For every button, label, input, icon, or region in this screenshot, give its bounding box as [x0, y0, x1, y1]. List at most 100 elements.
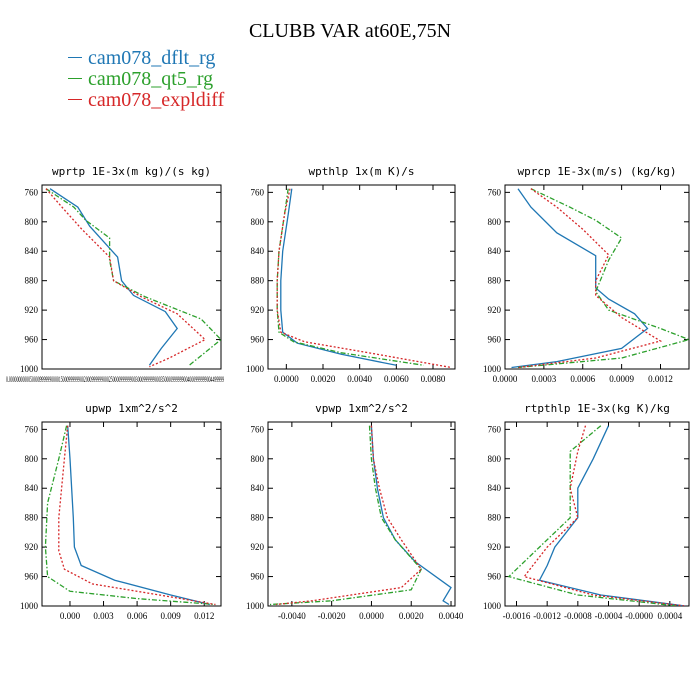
- y-tick-label: 960: [488, 335, 502, 345]
- y-tick-label: 800: [488, 217, 502, 227]
- series-line-cam078_dflt_rg: [538, 425, 686, 606]
- series-line-cam078_qt5_rg: [45, 188, 221, 366]
- x-tick-label: 0.0012: [648, 374, 673, 384]
- subplot: wprcp 1E-3x(m/s) (kg/kg) 760 800 840 880 920 9…: [483, 165, 690, 384]
- plot-frame: [41, 421, 222, 607]
- x-tick-label: 0.0004: [657, 611, 682, 621]
- x-tick-label: 0.0080: [421, 374, 446, 384]
- y-tick-label: 1000: [246, 601, 265, 611]
- plot-frame: [504, 421, 690, 607]
- y-tick-label: 960: [488, 572, 502, 582]
- y-tick-label: 1000: [20, 601, 39, 611]
- legend-label: cam078_dflt_rg: [88, 47, 216, 69]
- subplot: wpthlp 1x(m K)/s 760 800 840 880 920 960 1000 0.…: [246, 165, 456, 384]
- y-tick-label: 840: [25, 246, 39, 256]
- y-tick-label: 840: [488, 483, 502, 493]
- subplot: rtpthlp 1E-3x(kg K)/kg 760 800 840 880 920 960…: [483, 402, 690, 621]
- y-tick-label: 920: [251, 305, 265, 315]
- series-line-cam078_expldiff: [523, 425, 686, 606]
- x-tick-label: 0.0000: [493, 374, 518, 384]
- legend-line-icon: [68, 98, 82, 100]
- x-tick-label: -0.0040: [278, 611, 306, 621]
- y-tick-label: 960: [251, 335, 265, 345]
- legend-label: cam078_expldiff: [88, 89, 225, 111]
- y-tick-label: 760: [25, 187, 39, 197]
- y-tick-label: 880: [488, 276, 502, 286]
- series-line-cam078_expldiff: [45, 188, 207, 368]
- x-tick-label: 0.006: [127, 611, 148, 621]
- y-tick-label: 1000: [483, 364, 502, 374]
- x-tick-labels-overlapping: 0.00000000000500009999990000150009999990…: [6, 375, 224, 384]
- y-tick-label: 1000: [20, 364, 39, 374]
- y-tick-label: 960: [25, 335, 39, 345]
- x-tick-label: 0.0009: [609, 374, 634, 384]
- y-tick-label: 760: [488, 424, 502, 434]
- y-tick-label: 800: [25, 217, 39, 227]
- series-line-cam078_dflt_rg: [67, 425, 210, 606]
- series-line-cam078_qt5_rg: [269, 425, 422, 606]
- y-tick-label: 880: [488, 513, 502, 523]
- x-tick-label: 0.0020: [399, 611, 424, 621]
- x-tick-label: -0.0000: [625, 611, 653, 621]
- y-tick-label: 840: [251, 246, 265, 256]
- y-tick-label: 880: [25, 276, 39, 286]
- plot-title: wprcp 1E-3x(m/s) (kg/kg): [518, 165, 677, 178]
- x-tick-label: 0.0003: [531, 374, 556, 384]
- series-line-cam078_expldiff: [275, 425, 423, 606]
- y-tick-label: 840: [488, 246, 502, 256]
- plot-title: wpthlp 1x(m K)/s: [309, 165, 415, 178]
- x-tick-label: 0.000: [60, 611, 81, 621]
- y-tick-label: 920: [251, 542, 265, 552]
- series-line-cam078_dflt_rg: [280, 188, 397, 366]
- y-tick-label: 760: [251, 424, 265, 434]
- x-tick-label: -0.0016: [503, 611, 531, 621]
- series-line-cam078_qt5_rg: [44, 425, 216, 606]
- x-tick-label: 0.0060: [384, 374, 409, 384]
- plot-frame: [41, 184, 222, 370]
- y-tick-label: 880: [251, 513, 265, 523]
- plot-frame: [504, 184, 690, 370]
- plot-title: rtpthlp 1E-3x(kg K)/kg: [524, 402, 670, 415]
- y-tick-label: 960: [25, 572, 39, 582]
- plot-title: upwp 1xm^2/s^2: [85, 402, 178, 415]
- plot-frame: [267, 184, 456, 370]
- y-tick-label: 800: [251, 454, 265, 464]
- y-tick-label: 800: [251, 217, 265, 227]
- series-line-cam078_qt5_rg: [517, 188, 689, 369]
- y-tick-label: 960: [251, 572, 265, 582]
- legend-entry: cam078_qt5_rg: [68, 68, 213, 91]
- x-tick-label: 0.0000: [359, 611, 384, 621]
- y-tick-label: 1000: [246, 364, 265, 374]
- y-tick-label: 920: [25, 542, 39, 552]
- y-tick-label: 840: [251, 483, 265, 493]
- subplot: wprtp 1E-3x(m kg)/(s kg) 760 800 840 880 920 9…: [6, 165, 224, 384]
- x-tick-label: -0.0020: [318, 611, 346, 621]
- plot-title: wprtp 1E-3x(m kg)/(s kg): [52, 165, 211, 178]
- y-tick-label: 800: [25, 454, 39, 464]
- y-tick-label: 760: [251, 187, 265, 197]
- x-tick-label: -0.0004: [595, 611, 623, 621]
- y-tick-label: 760: [488, 187, 502, 197]
- x-tick-label: 0.009: [161, 611, 182, 621]
- y-tick-label: 880: [25, 513, 39, 523]
- series-line-cam078_qt5_rg: [507, 425, 678, 606]
- legend-entry: cam078_expldiff: [68, 89, 224, 112]
- y-tick-label: 880: [251, 276, 265, 286]
- x-tick-label: 0.0000: [274, 374, 299, 384]
- x-tick-label: 0.0020: [311, 374, 336, 384]
- figure-title: CLUBB VAR at60E,75N: [248, 20, 452, 42]
- series-line-cam078_dflt_rg: [511, 188, 649, 369]
- y-tick-label: 920: [488, 542, 502, 552]
- y-tick-label: 920: [25, 305, 39, 315]
- y-tick-label: 760: [25, 424, 39, 434]
- y-tick-label: 840: [25, 483, 39, 493]
- plot-title: vpwp 1xm^2/s^2: [315, 402, 408, 415]
- x-tick-label: 0.012: [194, 611, 214, 621]
- series-line-cam078_expldiff: [58, 425, 216, 606]
- x-tick-label: 0.0040: [439, 611, 464, 621]
- x-tick-label: 0.0006: [570, 374, 595, 384]
- subplot: vpwp 1xm^2/s^2 760 800 840 880 920 960 1000 -0.0…: [246, 402, 464, 621]
- legend-entry: cam078_dflt_rg: [68, 47, 215, 70]
